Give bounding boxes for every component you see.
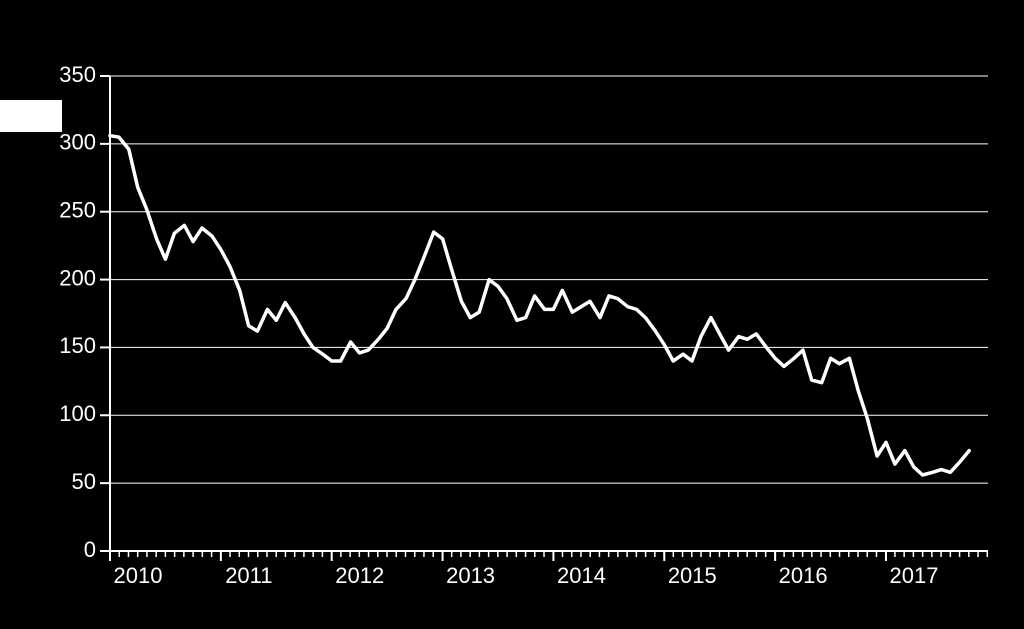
y-tick-label: 100 xyxy=(59,401,96,426)
y-tick-label: 350 xyxy=(59,62,96,87)
x-tick-label: 2017 xyxy=(890,563,939,588)
x-tick-label: 2013 xyxy=(446,563,495,588)
x-tick-label: 2010 xyxy=(114,563,163,588)
x-tick-label: 2015 xyxy=(668,563,717,588)
x-tick-label: 2014 xyxy=(557,563,606,588)
x-tick-label: 2012 xyxy=(335,563,384,588)
y-tick-label: 0 xyxy=(84,537,96,562)
y-tick-label: 150 xyxy=(59,333,96,358)
line-chart: 2010 2011 2012 2013 2014 2015 2016 2017 0 50 100 1… xyxy=(0,0,1024,629)
y-tick-label: 250 xyxy=(59,198,96,223)
y-tick-label: 200 xyxy=(59,265,96,290)
y-tick-label: 50 xyxy=(72,469,96,494)
x-tick-label: 2011 xyxy=(225,563,272,588)
chart-background xyxy=(0,0,1024,629)
y-tick-label: 300 xyxy=(59,130,96,155)
legend-swatch xyxy=(0,100,62,132)
x-tick-label: 2016 xyxy=(779,563,828,588)
